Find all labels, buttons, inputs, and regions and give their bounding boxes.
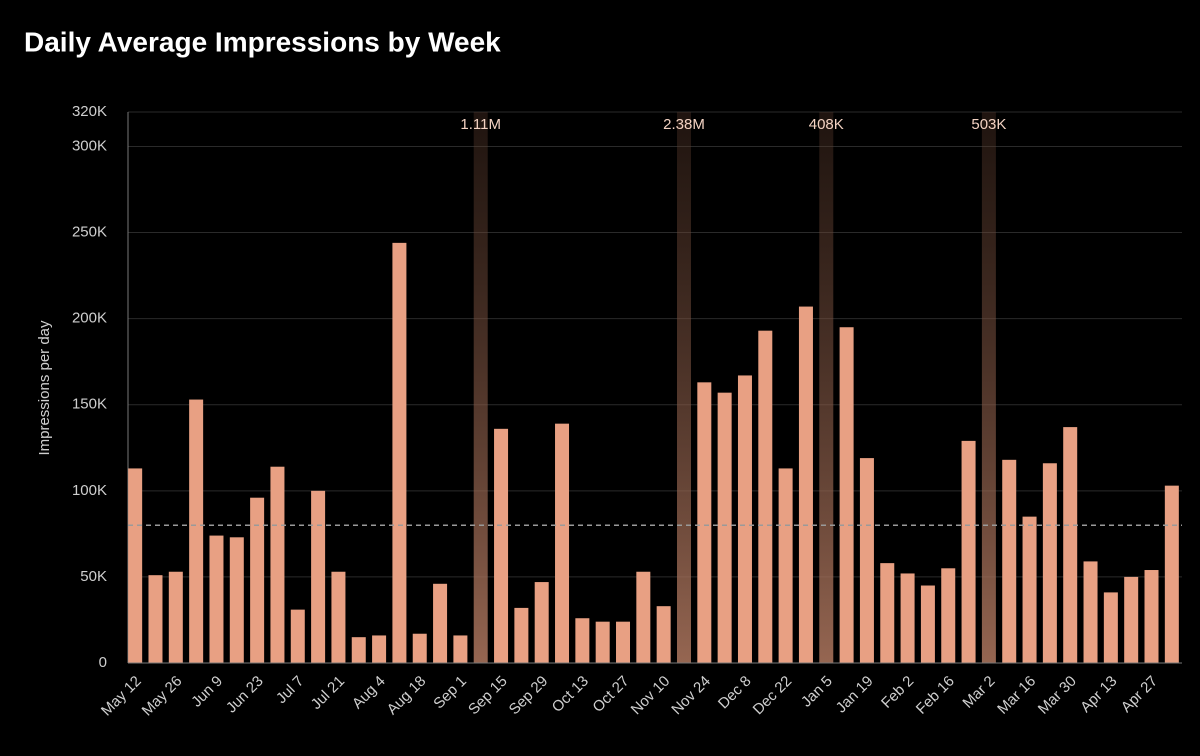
chart-title: Daily Average Impressions by Week [24,26,501,57]
bar [290,609,305,663]
y-axis-label: Impressions per day [36,320,53,456]
x-tick-label: Nov 24 [668,673,714,719]
y-tick-label: 250K [72,224,107,241]
bar [392,242,407,664]
bar [920,585,935,663]
bar [880,563,895,663]
bar [1042,463,1057,663]
bar [494,428,509,663]
overflow-bar [676,112,691,663]
bar [1083,561,1098,663]
y-tick-label: 150K [72,396,107,413]
x-tick-label: Aug 18 [384,673,430,719]
x-tick-label: Dec 22 [750,673,796,719]
overflow-bar [473,112,488,663]
y-tick-label: 100K [72,482,107,499]
bar [453,635,468,663]
overflow-bar [981,112,996,663]
bar [372,635,387,663]
bar [1144,570,1159,663]
y-tick-label: 50K [80,568,107,585]
bar [209,535,224,663]
bar [351,637,366,663]
overflow-bar [819,112,834,663]
bar [1022,516,1037,663]
data-label: 2.38M [663,116,705,133]
bar [758,330,773,663]
bar [168,571,183,663]
x-tick-label: Nov 10 [628,673,674,719]
bar [737,375,752,663]
bar [575,618,590,663]
y-tick-label: 300K [72,137,107,154]
y-tick-label: 320K [72,103,107,120]
x-tick-label: Feb 16 [913,673,958,718]
bar [1063,427,1078,663]
bar [311,490,326,663]
bar [941,568,956,663]
bar [555,423,570,663]
bar [331,571,346,663]
bar [433,583,448,663]
bar [798,306,813,663]
y-tick-label: 0 [99,654,107,671]
x-tick-label: May 26 [139,673,186,720]
bar [270,466,285,663]
bar [636,571,651,663]
bar [189,399,204,663]
bar [412,633,427,663]
bar [616,621,631,663]
x-tick-label: Apr 27 [1118,673,1161,716]
x-tick-label: Feb 2 [878,673,917,712]
bar [717,392,732,663]
bar [250,497,265,663]
bar [1103,592,1118,663]
bar [859,458,874,663]
x-tick-label: Apr 13 [1077,673,1120,716]
y-tick-label: 200K [72,310,107,327]
bar [1124,576,1139,663]
bar [534,582,549,663]
bar [1164,485,1179,663]
x-tick-label: May 12 [98,673,145,720]
x-tick-label: Oct 13 [549,673,592,716]
bar [697,382,712,663]
bar [595,621,610,663]
x-tick-label: Jan 5 [798,673,836,711]
data-label: 503K [971,116,1006,133]
bar [148,575,163,663]
x-tick-label: Jun 9 [188,673,226,711]
x-tick-label: Sep 15 [465,673,511,719]
bar [1002,459,1017,663]
x-tick-label: Mar 16 [994,673,1039,718]
x-tick-label: Mar 2 [959,673,998,712]
bar [900,573,915,663]
x-tick-label: Sep 29 [506,673,552,719]
bar [229,537,244,663]
bar [839,327,854,663]
bar [514,607,529,663]
bar [128,468,143,663]
bar [778,468,793,663]
bar [961,440,976,663]
data-label: 408K [809,116,844,133]
bar [656,606,671,663]
x-tick-label: Jun 23 [223,673,267,717]
x-tick-label: Oct 27 [589,673,632,716]
data-label: 1.11M [460,116,501,133]
x-tick-label: Jul 21 [308,673,348,713]
x-tick-label: Mar 30 [1035,673,1080,718]
x-tick-label: Jul 7 [273,673,307,707]
x-tick-label: Jan 19 [833,673,877,717]
